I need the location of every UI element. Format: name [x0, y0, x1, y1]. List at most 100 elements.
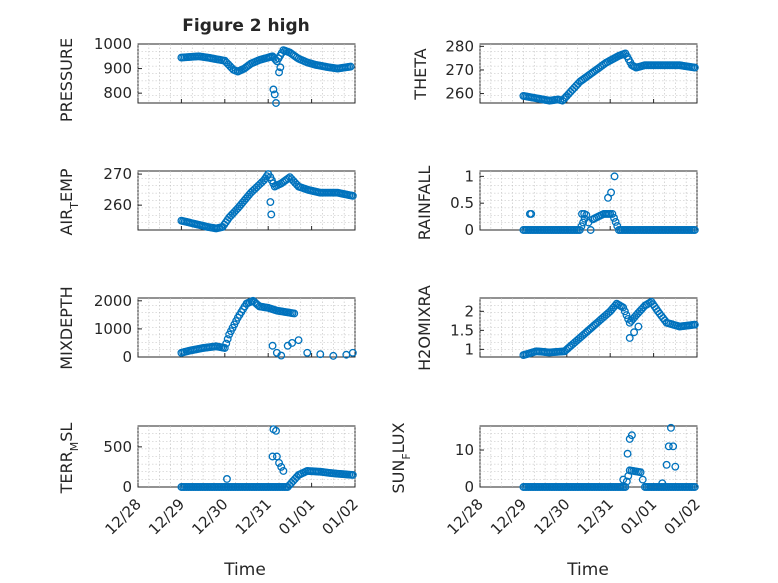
figure-title: Figure 2 high — [182, 16, 310, 36]
y-tick-label: 0 — [122, 478, 132, 496]
y-tick-label: 260 — [103, 196, 132, 214]
data-point — [277, 462, 286, 471]
data-point — [269, 85, 278, 94]
y-tick-label: 270 — [445, 61, 474, 79]
x-tick-label: 12/31 — [232, 495, 275, 538]
panel-air-temp: 260 270 — [103, 165, 357, 233]
data-point — [658, 479, 667, 488]
data-point — [610, 213, 618, 222]
data-point — [579, 218, 588, 227]
data-point — [223, 335, 232, 343]
data-point — [586, 226, 595, 234]
panel-mixdepth: 0 1000 2000 — [94, 292, 357, 366]
data-point — [619, 303, 628, 312]
y-tick-label: 2 — [464, 302, 474, 320]
data-point — [620, 307, 629, 316]
data-point — [268, 452, 277, 461]
data-point — [275, 458, 283, 467]
x-tick-label: 01/02 — [661, 495, 704, 538]
x-tick-label: 12/29 — [487, 495, 530, 538]
data-point — [667, 423, 675, 432]
data-point — [575, 226, 584, 234]
data-point — [625, 334, 634, 342]
data-point — [276, 63, 285, 72]
data-point — [348, 191, 357, 200]
data-point — [294, 336, 303, 345]
ylabel-sun-flux: SUNFLUX — [389, 422, 413, 493]
x-tick-label: 12/30 — [188, 495, 231, 538]
panel-theta: 260 270 280 — [445, 37, 699, 105]
xlabel-right: Time — [566, 560, 609, 580]
panel-h2omixra: 11.52 — [450, 297, 699, 360]
y-tick-label: 900 — [103, 60, 132, 78]
data-point — [220, 344, 229, 352]
data-point — [690, 226, 699, 234]
data-point — [608, 209, 617, 218]
x-tick-label: 01/02 — [319, 495, 362, 538]
data-point — [262, 172, 271, 181]
data-point — [279, 466, 288, 475]
data-point — [690, 63, 699, 72]
y-tick-label: 500 — [103, 438, 132, 456]
panel-sun-flux: 0 10 12/28 12/29 12/30 12/31 01/01 01/02 — [444, 423, 704, 538]
data-point — [619, 475, 628, 484]
data-point — [288, 339, 297, 347]
data-point — [634, 322, 643, 331]
data-point — [577, 222, 586, 231]
y-tick-label: 0 — [122, 348, 132, 366]
data-point — [621, 483, 630, 491]
data-point — [580, 209, 589, 218]
ylabel-air-temp: AIRTEMP — [57, 168, 81, 235]
ylabel-pressure: PRESSURE — [57, 38, 76, 122]
data-point — [690, 320, 699, 329]
x-tick-label: 12/28 — [102, 495, 145, 538]
data-point — [272, 99, 280, 107]
y-tick-label: 0 — [464, 478, 474, 496]
x-tick-label: 12/30 — [530, 495, 573, 538]
data-point — [272, 426, 280, 435]
data-point — [329, 351, 338, 360]
y-tick-label: 1 — [464, 167, 474, 185]
data-point — [270, 90, 279, 99]
panel-pressure: 800 900 1000 — [94, 35, 356, 107]
data-point — [662, 460, 671, 469]
panel-terr-msl: 0 500 12/28 12/29 12/30 12/31 01/01 01/02 — [102, 425, 362, 538]
y-tick-label: 280 — [445, 37, 474, 55]
y-tick-label: 1000 — [94, 320, 132, 338]
data-point — [607, 188, 616, 197]
y-tick-label: 1 — [464, 340, 474, 358]
x-tick-label: 12/28 — [444, 495, 487, 538]
data-point — [623, 449, 632, 458]
ylabel-rainfall: RAINFALL — [415, 166, 434, 241]
data-point — [348, 348, 357, 357]
y-tick-label: 1.5 — [450, 321, 474, 339]
y-tick-label: 260 — [445, 85, 474, 103]
y-tick-label: 800 — [103, 84, 132, 102]
y-tick-label: 2000 — [94, 292, 132, 310]
y-tick-label: 0.5 — [450, 194, 474, 212]
y-tick-label: 1000 — [94, 35, 132, 53]
ylabel-h2omixra: H2OMIXRA — [415, 285, 434, 371]
data-point — [671, 462, 680, 471]
data-point — [303, 348, 312, 357]
ylabel-terr-msl: TERRMSL — [57, 423, 81, 495]
data-point — [346, 62, 355, 71]
data-point — [622, 311, 631, 320]
y-tick-label: 0 — [464, 221, 474, 239]
panel-rainfall: 00.51 — [450, 167, 699, 239]
data-point — [223, 475, 231, 483]
data-point — [627, 431, 636, 440]
ylabel-mixdepth: MIXDEPTH — [57, 286, 76, 369]
data-point — [664, 442, 673, 451]
data-point — [636, 468, 645, 477]
data-point — [267, 210, 276, 219]
data-point — [222, 339, 231, 348]
data-point — [610, 172, 619, 181]
data-point — [266, 198, 275, 207]
x-tick-label: 01/01 — [617, 495, 660, 538]
y-tick-label: 270 — [103, 165, 132, 183]
data-point — [316, 350, 325, 359]
data-point — [690, 483, 699, 491]
data-point — [527, 209, 536, 218]
